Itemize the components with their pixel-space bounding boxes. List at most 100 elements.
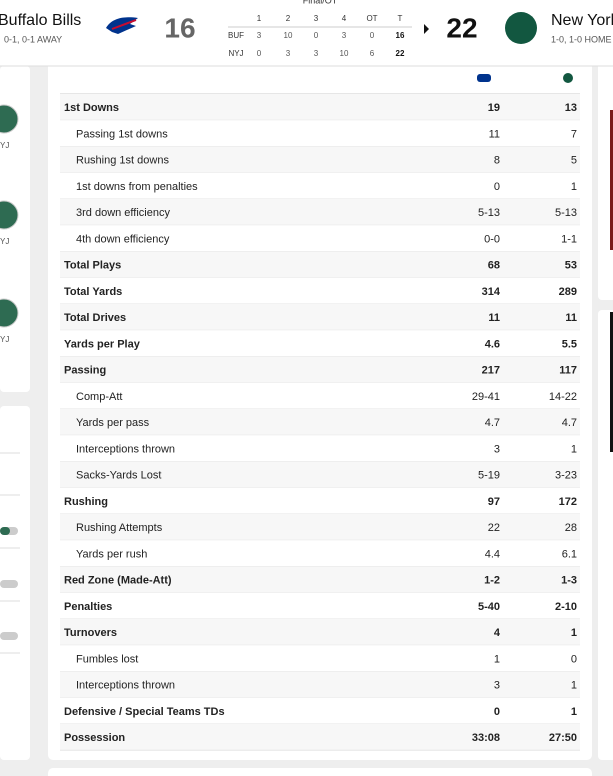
home-value: 117	[559, 365, 577, 377]
ad-edge	[610, 312, 613, 452]
stat-name: Defensive / Special Teams TDs	[64, 706, 225, 718]
away-value: 4	[494, 627, 501, 639]
home-value: 14-22	[549, 391, 577, 403]
away-score: 16	[164, 12, 195, 43]
slider	[0, 632, 18, 640]
linescore-col: OT	[366, 14, 377, 23]
winner-arrow	[424, 24, 429, 34]
linescore-col: 4	[342, 14, 347, 23]
away-value: 1-2	[484, 575, 500, 587]
linescore-score: 3	[342, 31, 347, 40]
stat-row	[60, 94, 580, 121]
linescore-score: 10	[340, 49, 349, 58]
away-value: 5-19	[478, 470, 500, 482]
stat-row	[60, 409, 580, 436]
stat-row	[60, 619, 580, 646]
stat-row	[60, 514, 580, 541]
stat-name: Interceptions thrown	[76, 680, 175, 692]
stat-name: Passing 1st downs	[76, 128, 168, 140]
stat-row	[60, 120, 580, 147]
stat-name: 3rd down efficiency	[76, 207, 170, 219]
stat-name: Rushing	[64, 496, 108, 508]
away-name: Buffalo Bills	[0, 12, 81, 29]
home-value: 28	[565, 522, 577, 534]
jets-icon	[563, 73, 573, 83]
stat-name: Possession	[64, 732, 125, 744]
stat-name: Red Zone (Made-Att)	[64, 575, 172, 587]
avatar	[0, 298, 19, 328]
home-value: 1	[571, 627, 577, 639]
stat-name: Yards per Play	[64, 338, 141, 350]
stat-row	[60, 435, 580, 462]
avatar	[0, 104, 19, 134]
away-value: 0	[494, 181, 500, 193]
linescore-team: NYJ	[228, 49, 243, 58]
home-value: 1	[571, 181, 577, 193]
away-value: 22	[488, 522, 500, 534]
stat-row	[60, 487, 580, 514]
home-value: 2-10	[555, 601, 577, 613]
linescore-score: 22	[396, 49, 405, 58]
linescore-score: 6	[370, 49, 375, 58]
stat-row	[60, 356, 580, 383]
ad-edge	[610, 110, 613, 250]
stat-row	[60, 540, 580, 567]
linescore-col: 3	[314, 14, 319, 23]
linescore-col: 2	[286, 14, 291, 23]
linescore-score: 10	[284, 31, 293, 40]
stat-row	[60, 251, 580, 278]
home-score: 22	[446, 12, 477, 43]
status: Final/OT	[303, 0, 338, 5]
stat-name: Fumbles lost	[76, 653, 138, 665]
home-value: 13	[565, 102, 577, 114]
away-value: 8	[494, 155, 500, 167]
stat-row	[60, 645, 580, 672]
away-value: 314	[482, 286, 501, 298]
bills-icon	[477, 74, 491, 82]
away-value: 97	[488, 496, 500, 508]
home-value: 1	[571, 443, 577, 455]
stat-name: Sacks-Yards Lost	[76, 470, 161, 482]
away-value: 11	[489, 128, 500, 140]
linescore-score: 3	[314, 49, 319, 58]
linescore-score: 3	[286, 49, 291, 58]
stat-name: Interceptions thrown	[76, 443, 175, 455]
stat-row	[60, 566, 580, 593]
home-value: 6.1	[562, 548, 577, 560]
away-value: 5-13	[478, 207, 500, 219]
stat-name: Rushing Attempts	[76, 522, 163, 534]
away-value: 29-41	[472, 391, 500, 403]
home-value: 4.7	[562, 417, 577, 429]
stat-name: Total Plays	[64, 260, 121, 272]
home-value: 5.5	[562, 338, 577, 350]
stat-row	[60, 671, 580, 698]
home-value: 289	[559, 286, 577, 298]
stat-name: Total Yards	[64, 286, 122, 298]
home-name: New York	[551, 12, 613, 29]
away-value: 4.4	[485, 548, 500, 560]
stat-name: Yards per pass	[76, 417, 150, 429]
away-value: 5-40	[478, 601, 500, 613]
slider	[0, 580, 18, 588]
home-value: 1	[571, 680, 577, 692]
jets-logo	[505, 12, 537, 44]
linescore-col: T	[398, 14, 403, 23]
stat-name: Penalties	[64, 601, 112, 613]
away-value: 33:08	[472, 732, 500, 744]
stat-row	[60, 592, 580, 619]
stat-row	[60, 172, 580, 199]
away-value: 3	[494, 680, 500, 692]
stat-name: Passing	[64, 365, 106, 377]
linescore-col: 1	[257, 14, 262, 23]
home-value: 1-3	[561, 575, 577, 587]
away-value: 11	[488, 312, 500, 324]
home-value: 11	[565, 312, 577, 324]
sidebar-label: YJ	[0, 141, 9, 150]
sidebar-label: YJ	[0, 335, 9, 344]
stat-name: 4th down efficiency	[76, 233, 170, 245]
right-card	[598, 60, 613, 300]
home-value: 1	[571, 706, 577, 718]
